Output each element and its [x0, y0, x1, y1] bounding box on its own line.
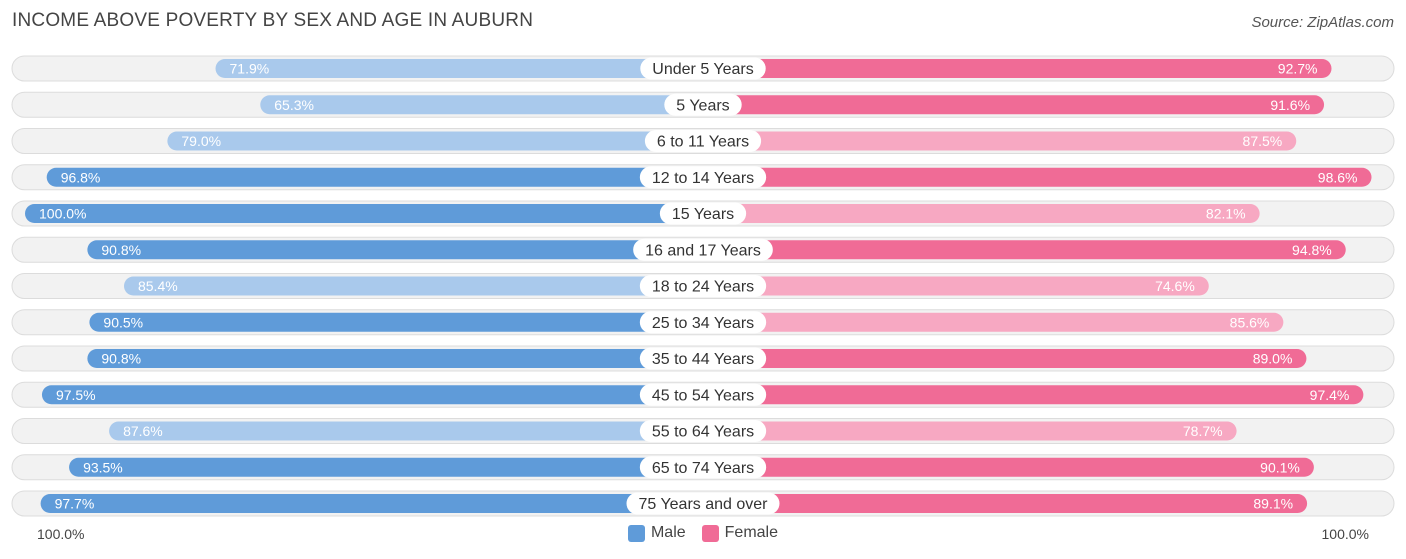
category-label-pill — [639, 166, 767, 189]
female-swatch — [701, 524, 719, 542]
female-bar — [703, 494, 1308, 513]
female-value-label: 91.6% — [1270, 97, 1310, 113]
male-value-label: 96.8% — [61, 169, 101, 185]
axis-left-label: 100.0% — [37, 526, 85, 542]
legend-male-label: Male — [650, 524, 686, 541]
male-bar — [40, 494, 704, 513]
female-bar — [703, 421, 1237, 441]
legend-item-female[interactable]: Female — [701, 524, 779, 542]
category-label: 5 Years — [676, 97, 729, 114]
category-label-pill — [639, 275, 767, 297]
category-label-pill — [639, 383, 767, 406]
category-label: 12 to 14 Years — [652, 170, 754, 187]
male-bar — [123, 276, 704, 296]
category-label: 45 to 54 Years — [652, 387, 754, 404]
male-bar — [87, 240, 704, 260]
female-bar — [703, 95, 1325, 115]
category-label-pill — [633, 238, 773, 261]
female-value-label: 98.6% — [1318, 169, 1358, 185]
category-label: 65 to 74 Years — [652, 460, 754, 477]
female-value-label: 94.8% — [1292, 242, 1332, 258]
female-value-label: 74.6% — [1155, 278, 1195, 294]
male-value-label: 97.7% — [55, 496, 95, 512]
male-value-label: 100.0% — [39, 206, 86, 222]
category-label-pill — [640, 57, 766, 80]
female-value-label: 85.6% — [1230, 314, 1270, 330]
category-label: Under 5 Years — [652, 61, 753, 78]
male-bar — [69, 457, 703, 477]
male-bar — [167, 131, 703, 151]
female-bar — [703, 204, 1260, 223]
female-bar — [703, 59, 1332, 78]
female-bar — [703, 131, 1297, 151]
female-bar — [703, 276, 1209, 296]
male-value-label: 90.5% — [103, 314, 143, 330]
category-label-pill — [639, 347, 767, 370]
male-bar — [25, 204, 703, 223]
category-label-pill — [664, 93, 742, 116]
category-label-pill — [639, 311, 767, 334]
female-bar — [703, 167, 1372, 187]
category-label-pill — [644, 130, 762, 152]
female-value-label: 92.7% — [1278, 61, 1318, 77]
male-value-label: 71.9% — [230, 61, 270, 77]
male-bar — [89, 312, 703, 332]
female-bar — [703, 385, 1364, 405]
male-value-label: 90.8% — [101, 242, 141, 258]
bar-chart: 71.9% 92.7% Under 5 Years 65.3% 91.6% 5 Years… — [11, 55, 1395, 517]
category-label: 6 to 11 Years — [657, 134, 749, 151]
male-value-label: 79.0% — [181, 133, 221, 149]
source-label: Source: ZipAtlas.com — [1251, 14, 1394, 31]
male-bar — [109, 421, 703, 441]
female-value-label: 87.5% — [1243, 133, 1283, 149]
male-value-label: 87.6% — [123, 423, 163, 439]
male-bar — [260, 95, 703, 115]
female-bar — [703, 240, 1346, 260]
female-value-label: 90.1% — [1260, 459, 1300, 475]
male-value-label: 90.8% — [101, 351, 141, 367]
legend-item-male[interactable]: Male — [627, 524, 686, 542]
category-label: 15 Years — [672, 206, 734, 223]
female-value-label: 78.7% — [1183, 423, 1223, 439]
male-value-label: 85.4% — [138, 278, 178, 294]
male-bar — [41, 385, 703, 405]
female-bar — [703, 349, 1307, 368]
legend-female-label: Female — [724, 524, 779, 541]
category-label: 75 Years and over — [639, 496, 769, 513]
category-label: 16 and 17 Years — [645, 242, 761, 259]
female-value-label: 82.1% — [1206, 206, 1246, 222]
chart-title: INCOME ABOVE POVERTY BY SEX AND AGE IN A… — [12, 10, 534, 31]
axis-right-label: 100.0% — [1321, 526, 1369, 542]
category-label-pill — [639, 420, 767, 442]
category-label: 35 to 44 Years — [652, 351, 754, 368]
female-bar — [703, 312, 1284, 332]
category-label: 18 to 24 Years — [652, 279, 754, 296]
male-value-label: 93.5% — [83, 459, 123, 475]
male-bar — [46, 167, 704, 187]
category-label-pill — [659, 202, 747, 225]
category-label: 25 to 34 Years — [652, 315, 754, 332]
female-bar — [703, 457, 1314, 477]
male-bar — [87, 349, 704, 368]
male-bar — [215, 59, 703, 78]
female-value-label: 89.0% — [1253, 351, 1293, 367]
male-value-label: 65.3% — [274, 97, 314, 113]
category-label-pill — [626, 492, 780, 515]
male-swatch — [627, 524, 645, 542]
legend: Male Female — [0, 524, 1406, 542]
female-value-label: 97.4% — [1310, 387, 1350, 403]
male-value-label: 97.5% — [56, 387, 96, 403]
female-value-label: 89.1% — [1253, 496, 1293, 512]
category-label-pill — [639, 456, 767, 479]
category-label: 55 to 64 Years — [652, 424, 754, 441]
